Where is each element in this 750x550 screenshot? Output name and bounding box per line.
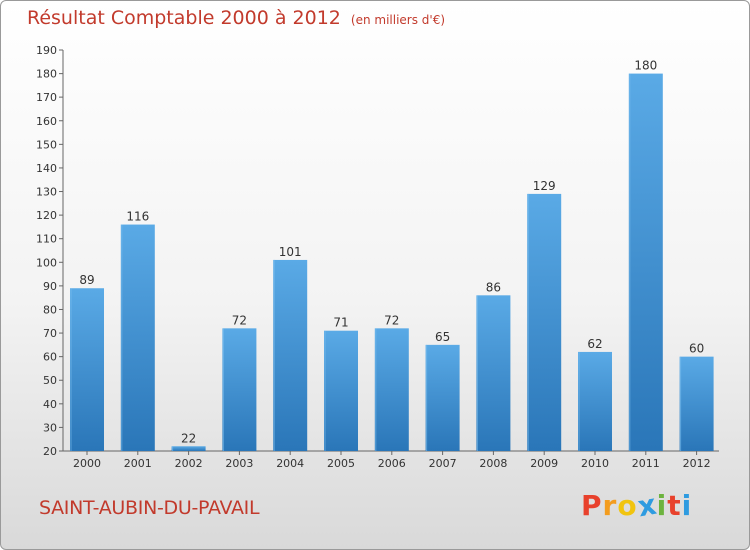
x-tick-label: 2011	[632, 457, 660, 470]
data-label: 65	[435, 330, 450, 344]
y-tick-label: 90	[43, 280, 57, 293]
logo-letter: o	[617, 489, 638, 522]
chart-subtitle: (en milliers d'€)	[350, 13, 446, 27]
y-tick-label: 110	[36, 233, 57, 246]
x-tick-label: 2007	[429, 457, 457, 470]
y-tick-label: 180	[36, 68, 57, 81]
bar-2006	[374, 328, 409, 451]
bar-2000	[70, 288, 104, 451]
bar-2004	[273, 259, 308, 451]
logo-letter: P	[581, 489, 603, 522]
y-tick-label: 40	[43, 398, 57, 411]
data-label: 101	[279, 245, 302, 259]
data-label: 22	[181, 431, 196, 445]
x-tick-label: 2012	[683, 457, 711, 470]
y-tick-label: 50	[43, 374, 57, 387]
data-label: 72	[384, 313, 399, 327]
bar-2008	[476, 295, 511, 451]
x-tick-label: 2010	[581, 457, 609, 470]
data-label: 89	[79, 273, 94, 287]
data-label: 71	[333, 316, 348, 330]
chart-title: Résultat Comptable 2000 à 2012 (en millie…	[27, 7, 445, 29]
y-tick-label: 30	[43, 421, 57, 434]
bar-2007	[425, 344, 460, 451]
bar-2010	[578, 351, 612, 451]
logo-letter: i	[681, 489, 693, 522]
bar-2009	[527, 193, 562, 451]
y-tick-label: 190	[36, 44, 57, 57]
y-tick-label: 120	[36, 209, 57, 222]
y-tick-label: 160	[36, 115, 57, 128]
proxiti-logo[interactable]: Proxiti	[581, 488, 693, 524]
bar-2011	[628, 73, 663, 452]
bar-2002	[171, 446, 206, 451]
x-tick-label: 2008	[479, 457, 507, 470]
x-tick-label: 2009	[530, 457, 558, 470]
chart-title-text: Résultat Comptable 2000 à 2012	[27, 7, 341, 29]
y-tick-label: 20	[43, 445, 57, 458]
logo-letter: r	[602, 489, 618, 522]
y-tick-label: 70	[43, 327, 57, 340]
y-tick-label: 80	[43, 303, 57, 316]
data-label: 129	[533, 179, 556, 193]
data-label: 62	[587, 337, 602, 351]
data-labels: 89 116 22 72 101 71 72 65 86 129 62 180 60	[79, 59, 704, 446]
y-tick-label: 130	[36, 186, 57, 199]
logo-letter: i	[656, 489, 668, 522]
y-tick-label: 60	[43, 351, 57, 364]
data-label: 116	[126, 210, 149, 224]
bars	[70, 73, 714, 452]
x-tick-label: 2001	[124, 457, 152, 470]
x-tick-label: 2005	[327, 457, 355, 470]
x-tick-label: 2002	[175, 457, 203, 470]
data-label: 86	[486, 280, 501, 294]
logo-letter: t	[667, 489, 682, 522]
bar-2003	[222, 328, 257, 451]
data-label: 180	[634, 59, 657, 73]
y-tick-label: 170	[36, 91, 57, 104]
place-name: SAINT-AUBIN-DU-PAVAIL	[39, 497, 260, 519]
x-tick-label: 2006	[378, 457, 406, 470]
y-tick-label: 150	[36, 138, 57, 151]
x-tick-label: 2000	[73, 457, 101, 470]
bar-2005	[324, 330, 358, 451]
y-tick-label: 100	[36, 256, 57, 269]
x-tick-label: 2003	[225, 457, 253, 470]
data-label: 72	[232, 313, 247, 327]
y-tick-label: 140	[36, 162, 57, 175]
bar-2012	[679, 356, 714, 451]
data-label: 60	[689, 342, 704, 356]
bar-2001	[120, 224, 155, 451]
x-tick-label: 2004	[276, 457, 304, 470]
